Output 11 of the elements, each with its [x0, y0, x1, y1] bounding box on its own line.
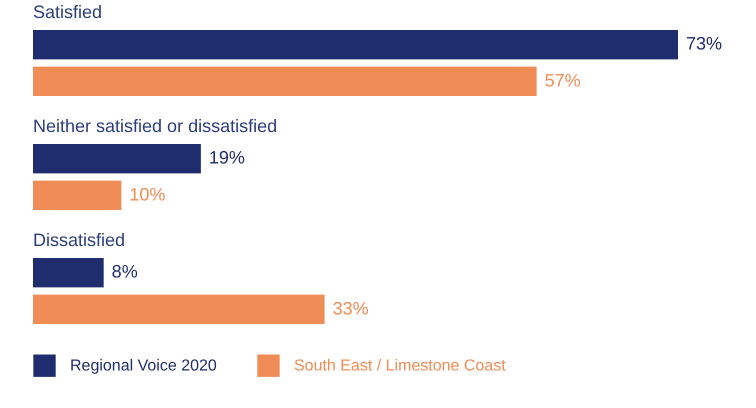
data-label: 73%: [686, 34, 722, 54]
data-label: 33%: [332, 298, 369, 318]
y-tick-label: Satisfied: [33, 2, 102, 22]
y-tick-label: Dissatisfied: [33, 230, 126, 250]
data-label: 8%: [112, 262, 138, 282]
data-label: 10%: [129, 184, 166, 204]
data-label: 57%: [544, 70, 581, 90]
legend-label: Regional Voice 2020: [70, 358, 217, 375]
legend-label: South East / Limestone Coast: [294, 358, 506, 375]
data-label: 19%: [208, 148, 245, 168]
y-tick-label: Neither satisfied or dissatisfied: [33, 116, 278, 136]
